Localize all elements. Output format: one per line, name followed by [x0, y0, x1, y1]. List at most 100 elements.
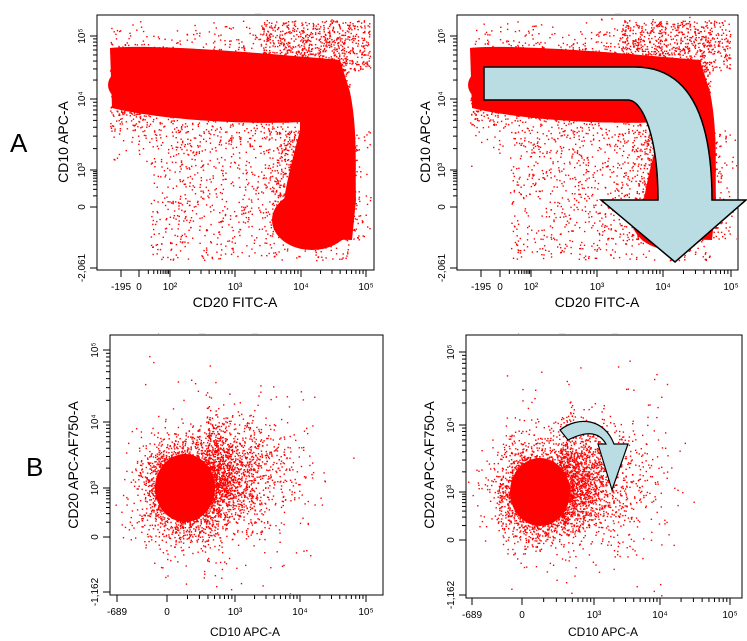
event-dot: [113, 64, 115, 66]
event-dot: [348, 91, 350, 94]
event-dot: [353, 228, 356, 231]
event-dot: [194, 112, 196, 114]
event-dot: [276, 170, 279, 172]
event-dot: [325, 184, 327, 187]
event-dot: [296, 143, 298, 146]
event-dot: [243, 194, 246, 196]
event-dot: [326, 148, 328, 150]
event-dot: [332, 86, 335, 88]
event-dot: [242, 172, 244, 175]
event-dot: [171, 72, 174, 75]
event-dot: [311, 188, 314, 190]
event-dot: [330, 113, 332, 115]
event-dot: [324, 201, 326, 203]
event-dot: [279, 72, 281, 74]
event-dot: [138, 53, 141, 56]
event-dot: [317, 117, 320, 120]
event-dot: [265, 59, 268, 61]
event-dot: [348, 51, 350, 54]
event-dot: [273, 77, 275, 80]
event-dot: [340, 210, 343, 213]
event-dot: [301, 134, 303, 137]
event-dot: [313, 225, 315, 228]
event-dot: [332, 216, 334, 218]
event-dot: [211, 60, 213, 63]
event-dot: [153, 228, 155, 231]
event-dot: [262, 177, 264, 180]
event-dot: [193, 100, 195, 103]
event-dot: [316, 212, 318, 214]
event-dot: [138, 77, 140, 79]
event-dot: [118, 133, 121, 135]
event-dot: [306, 129, 309, 131]
event-dot: [212, 118, 215, 120]
event-dot: [324, 184, 326, 186]
event-dot: [338, 84, 340, 87]
event-dot: [232, 123, 234, 125]
event-dot: [322, 197, 324, 199]
event-dot: [314, 168, 316, 170]
event-dot: [313, 186, 315, 188]
event-dot: [275, 130, 277, 133]
event-dot: [110, 106, 113, 108]
event-dot: [229, 40, 231, 42]
event-dot: [292, 56, 294, 58]
event-dot: [239, 119, 242, 121]
event-dot: [242, 85, 244, 88]
event-dot: [299, 236, 301, 239]
event-dot: [143, 99, 145, 102]
event-dot: [233, 93, 235, 95]
event-dot: [226, 80, 228, 82]
event-dot: [294, 189, 296, 192]
event-dot: [330, 56, 332, 58]
event-dot: [119, 100, 121, 102]
event-dot: [339, 60, 341, 62]
event-dot: [303, 175, 305, 177]
event-dot: [348, 244, 350, 246]
event-dot: [267, 83, 270, 85]
event-dot: [135, 61, 137, 64]
event-dot: [204, 89, 206, 91]
event-dot: [172, 46, 174, 48]
event-dot: [230, 99, 233, 101]
event-dot: [289, 197, 291, 200]
event-dot: [328, 230, 331, 232]
event-dot: [280, 91, 282, 93]
event-dot: [176, 65, 179, 67]
event-dot: [299, 105, 302, 107]
event-dot: [307, 86, 310, 88]
event-dot: [346, 80, 348, 82]
event-dot: [303, 37, 305, 40]
event-dot: [292, 168, 294, 171]
event-dot: [145, 104, 147, 106]
event-dot: [300, 204, 302, 207]
event-dot: [235, 113, 237, 115]
event-dot: [328, 159, 330, 162]
event-dot: [312, 95, 315, 97]
event-dot: [307, 93, 310, 96]
event-dot: [237, 117, 240, 120]
event-dot: [213, 103, 215, 105]
event-dot: [308, 132, 310, 134]
event-dot: [339, 161, 341, 164]
event-dot: [148, 58, 150, 60]
event-dot: [287, 143, 289, 145]
event-dot: [328, 158, 330, 161]
event-dot: [174, 128, 176, 130]
event-dot: [194, 159, 196, 161]
event-dot: [326, 143, 328, 146]
event-dot: [293, 80, 296, 82]
event-dot: [252, 42, 255, 45]
event-dot: [310, 210, 313, 213]
event-dot: [175, 73, 178, 75]
event-dot: [304, 191, 306, 194]
event-dot: [208, 66, 211, 68]
event-dot: [307, 134, 309, 137]
event-dot: [206, 88, 208, 91]
event-dot: [343, 122, 345, 125]
event-dot: [202, 101, 204, 104]
event-dot: [354, 137, 356, 140]
event-dot: [170, 258, 172, 261]
event-dot: [292, 62, 294, 64]
event-dot: [269, 112, 272, 114]
